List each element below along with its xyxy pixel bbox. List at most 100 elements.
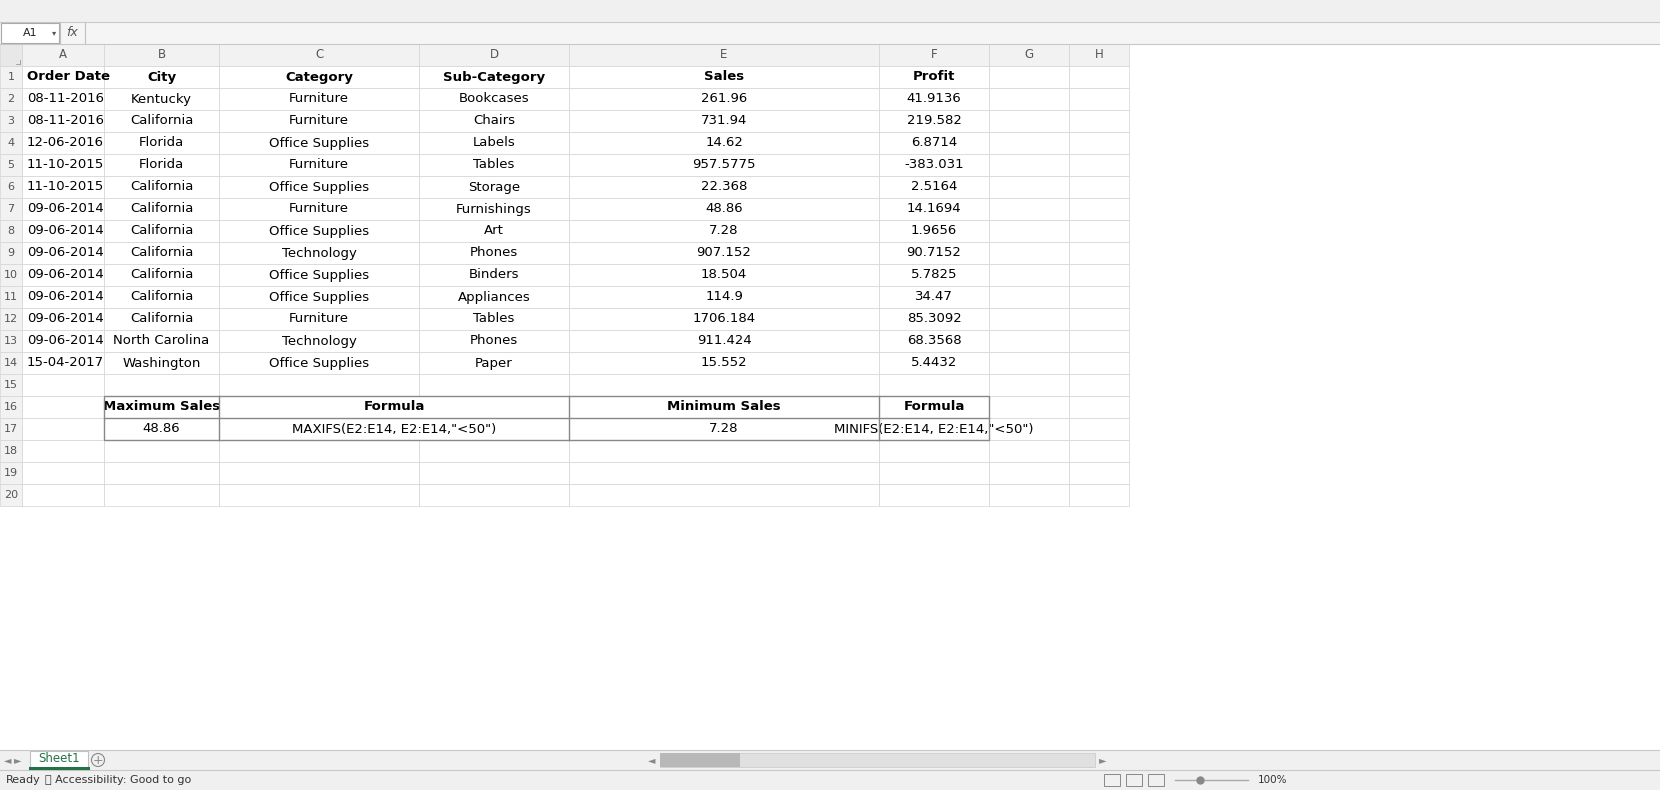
Bar [219,374,418,396]
Bar [989,66,1069,88]
Bar [418,220,569,242]
Text: Formula: Formula [903,401,964,413]
Bar [989,484,1069,506]
Bar [219,418,418,440]
Bar [22,484,105,506]
Text: California: California [129,246,193,259]
Bar [418,330,569,352]
Bar [219,176,418,198]
Bar [569,176,880,198]
Bar [989,198,1069,220]
Text: Phones: Phones [470,334,518,348]
Text: 6.8714: 6.8714 [911,137,958,149]
Bar [880,66,989,88]
Bar [569,440,880,462]
Bar [880,462,989,484]
Bar [880,264,989,286]
Text: Furniture: Furniture [289,115,349,127]
Bar [0,418,22,440]
Text: California: California [129,224,193,238]
Text: Office Supplies: Office Supplies [269,137,369,149]
Bar [418,110,569,132]
Bar [989,88,1069,110]
Text: Sheet1: Sheet1 [38,753,80,766]
Bar [880,132,989,154]
Bar [22,198,105,220]
Text: 09-06-2014: 09-06-2014 [27,202,103,216]
Bar [0,352,22,374]
Text: Tables: Tables [473,159,515,171]
Bar [105,462,219,484]
Bar [219,330,418,352]
Text: 15: 15 [3,380,18,390]
Bar [219,418,569,440]
Bar [105,286,219,308]
Bar [105,132,219,154]
Text: Minimum Sales: Minimum Sales [667,401,780,413]
Text: Office Supplies: Office Supplies [269,180,369,194]
Bar [418,418,569,440]
Bar [0,44,22,66]
Bar [0,264,22,286]
Bar [1069,220,1129,242]
Text: 4: 4 [7,138,15,148]
Text: Appliances: Appliances [458,291,531,303]
Bar [219,308,418,330]
Bar [0,88,22,110]
Text: California: California [129,115,193,127]
Bar [418,198,569,220]
Bar [1069,374,1129,396]
Text: 🛈 Accessibility: Good to go: 🛈 Accessibility: Good to go [45,775,191,785]
Text: 7.28: 7.28 [709,423,739,435]
Text: Furniture: Furniture [289,313,349,325]
Bar [1069,88,1129,110]
Bar [569,352,880,374]
Bar [0,440,22,462]
Text: 1706.184: 1706.184 [692,313,755,325]
Text: 16: 16 [3,402,18,412]
Text: 9: 9 [7,248,15,258]
Text: Binders: Binders [468,269,520,281]
Text: Profit: Profit [913,70,954,84]
Bar [105,88,219,110]
Bar [418,66,569,88]
Text: Washington: Washington [123,356,201,370]
Text: 18.504: 18.504 [701,269,747,281]
Text: 90.7152: 90.7152 [906,246,961,259]
Bar [219,110,418,132]
Bar [989,440,1069,462]
Bar [105,66,219,88]
Bar [1069,132,1129,154]
Bar [569,242,880,264]
Text: 09-06-2014: 09-06-2014 [27,269,103,281]
Bar [22,44,105,66]
Text: Art: Art [485,224,505,238]
Bar [219,132,418,154]
Text: Chairs: Chairs [473,115,515,127]
Bar [989,352,1069,374]
Text: Kentucky: Kentucky [131,92,193,106]
Text: MAXIFS(E2:E14, E2:E14,"<50"): MAXIFS(E2:E14, E2:E14,"<50") [292,423,496,435]
Bar [880,154,989,176]
Bar [0,0,1660,22]
Bar [880,396,989,418]
Text: 09-06-2014: 09-06-2014 [27,246,103,259]
Bar [418,440,569,462]
Bar [569,132,880,154]
Text: 10: 10 [3,270,18,280]
Bar [569,154,880,176]
Text: City: City [148,70,176,84]
Bar [880,220,989,242]
Text: California: California [129,313,193,325]
Text: 11-10-2015: 11-10-2015 [27,180,105,194]
Text: 2: 2 [7,94,15,104]
Text: ◄: ◄ [649,755,656,765]
Bar [418,176,569,198]
Text: 19: 19 [3,468,18,478]
Bar [880,330,989,352]
Bar [989,176,1069,198]
Bar [22,286,105,308]
Text: 6: 6 [8,182,15,192]
Text: 11-10-2015: 11-10-2015 [27,159,105,171]
Bar [22,440,105,462]
